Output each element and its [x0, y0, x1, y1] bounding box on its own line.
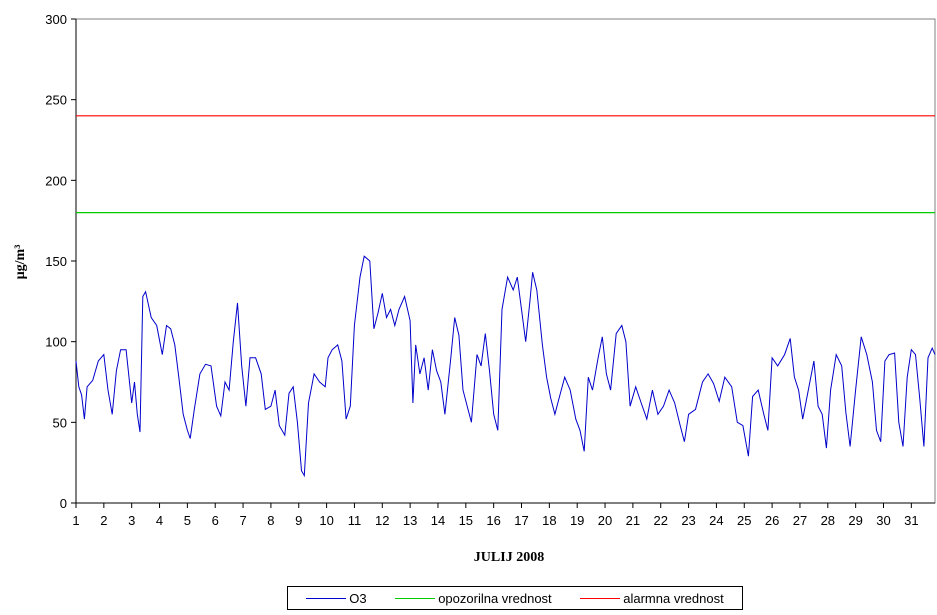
legend-item-o3: O3 [306, 590, 367, 606]
x-tick-label: 28 [821, 513, 835, 528]
x-tick-label: 6 [212, 513, 219, 528]
x-tick-label: 22 [653, 513, 667, 528]
y-tick-label: 200 [45, 173, 67, 188]
x-tick-label: 25 [737, 513, 751, 528]
x-tick-label: 7 [239, 513, 246, 528]
y-tick-label: 300 [45, 12, 67, 27]
x-tick-label: 12 [375, 513, 389, 528]
x-tick-label: 24 [709, 513, 723, 528]
y-tick-label: 50 [53, 415, 67, 430]
x-tick-label: 23 [681, 513, 695, 528]
x-axis-title: JULIJ 2008 [474, 550, 544, 565]
legend-swatch-warning [395, 597, 436, 599]
y-tick-label: 150 [45, 254, 67, 269]
x-tick-label: 3 [128, 513, 135, 528]
legend-label-warning: opozorilna vrednost [438, 590, 552, 606]
plot-area [75, 18, 936, 504]
x-tick-label: 9 [295, 513, 302, 528]
y-tick-label: 100 [45, 335, 67, 350]
y-axis-title: µg/m³ [13, 245, 28, 280]
legend-label-o3: O3 [349, 590, 367, 606]
x-tick-label: 15 [459, 513, 473, 528]
plot-frame [75, 18, 936, 504]
x-tick-label: 18 [542, 513, 556, 528]
legend: O3 opozorilna vrednost alarmna vrednost [287, 586, 743, 610]
x-tick-label: 10 [319, 513, 333, 528]
y-tick-label: 0 [60, 496, 67, 511]
x-tick-label: 2 [100, 513, 107, 528]
o3-series-line [75, 255, 936, 478]
x-tick-label: 17 [514, 513, 528, 528]
x-tick-label: 20 [598, 513, 612, 528]
x-tick-label: 26 [765, 513, 779, 528]
x-tick-label: 4 [156, 513, 163, 528]
x-tick-label: 14 [431, 513, 445, 528]
legend-swatch-o3 [306, 597, 347, 599]
x-tick-label: 29 [848, 513, 862, 528]
legend-swatch-alarm [580, 597, 621, 599]
x-tick-label: 13 [403, 513, 417, 528]
legend-item-alarm: alarmna vrednost [580, 590, 724, 606]
x-tick-label: 16 [486, 513, 500, 528]
x-axis-ticks: 1 2 3 4 5 6 7 8 9 10 11 12 13 14 15 16 17 18 19 20 21 22 23 24 2… [72, 503, 919, 528]
legend-label-alarm: alarmna vrednost [623, 590, 724, 606]
x-tick-label: 21 [626, 513, 640, 528]
x-tick-label: 5 [184, 513, 191, 528]
y-tick-label: 250 [45, 93, 67, 108]
x-tick-label: 31 [904, 513, 918, 528]
x-tick-label: 8 [267, 513, 274, 528]
x-tick-label: 11 [348, 513, 362, 528]
legend-item-warning: opozorilna vrednost [395, 590, 552, 606]
x-tick-label: 1 [72, 513, 79, 528]
y-axis-ticks: 0 50 100 150 200 250 300 [45, 12, 76, 511]
x-tick-label: 19 [570, 513, 584, 528]
x-tick-label: 30 [876, 513, 890, 528]
x-tick-label: 27 [793, 513, 807, 528]
